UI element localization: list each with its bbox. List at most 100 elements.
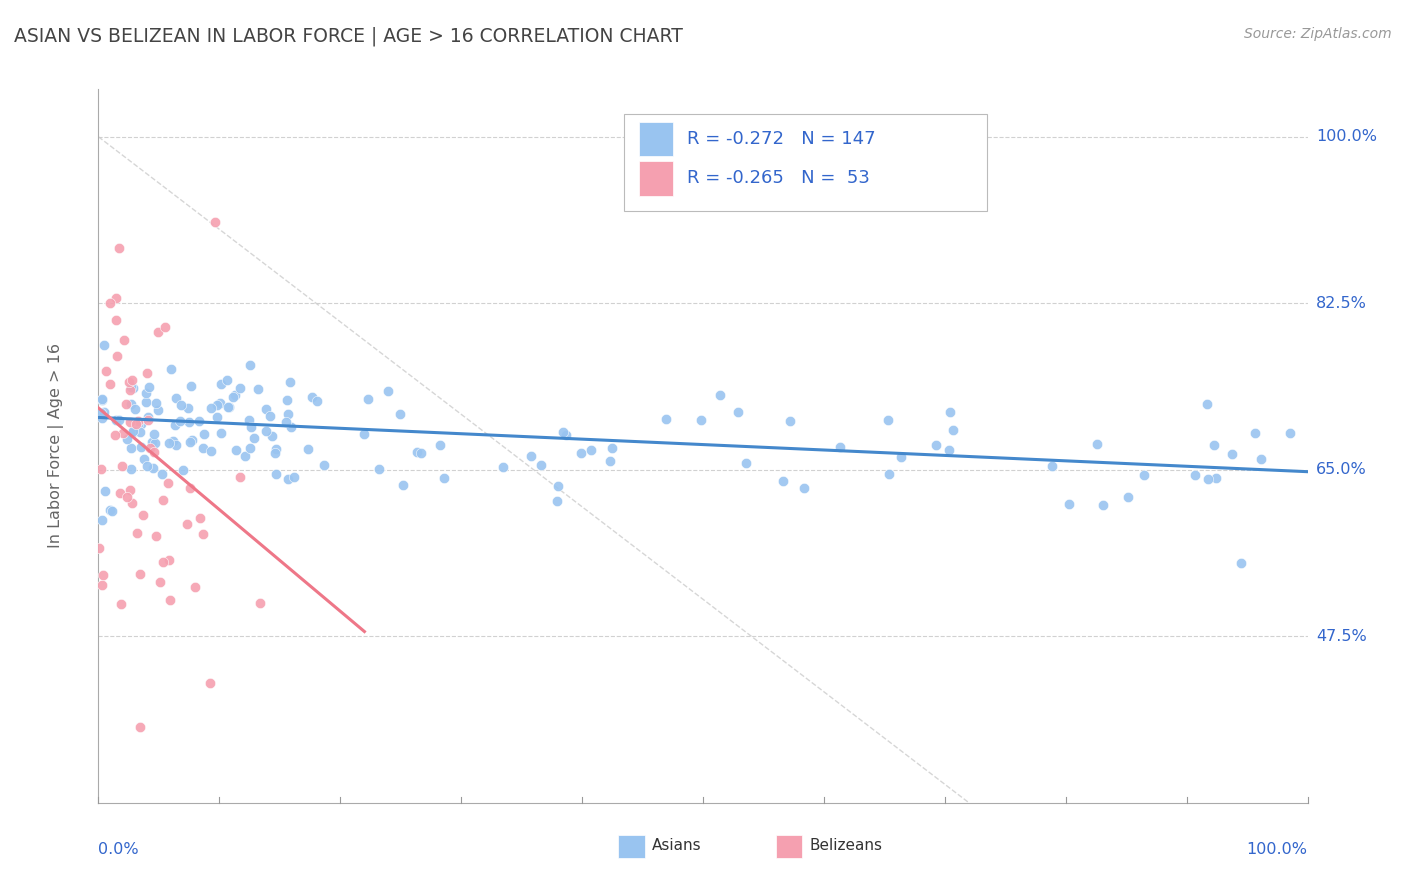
Point <box>277 472 299 486</box>
Point <box>264 442 287 457</box>
Point <box>193 427 215 442</box>
Text: 65.0%: 65.0% <box>1316 462 1367 477</box>
Point <box>132 508 155 522</box>
Point <box>115 490 138 504</box>
Point <box>121 495 143 509</box>
Point <box>239 358 262 372</box>
Text: In Labor Force | Age > 16: In Labor Force | Age > 16 <box>48 343 65 549</box>
Point <box>157 552 180 566</box>
Point <box>129 417 152 431</box>
Point <box>105 349 128 363</box>
Point <box>93 405 115 419</box>
Point <box>491 460 513 475</box>
Point <box>148 403 170 417</box>
Point <box>91 392 114 407</box>
Point <box>142 460 165 475</box>
Point <box>129 425 152 439</box>
Point <box>183 580 205 594</box>
Point <box>105 291 128 305</box>
Point <box>224 388 246 402</box>
Point <box>159 593 181 607</box>
Point <box>193 442 215 456</box>
Point <box>1250 452 1272 467</box>
Point <box>91 392 114 406</box>
Point <box>429 438 451 452</box>
Point <box>793 481 815 495</box>
Point <box>149 575 172 590</box>
Point <box>120 415 142 429</box>
Point <box>108 486 131 500</box>
Point <box>239 442 262 456</box>
Point <box>828 441 851 455</box>
Text: Belizeans: Belizeans <box>810 838 883 853</box>
Point <box>546 493 568 508</box>
Point <box>135 386 157 401</box>
Point <box>98 377 121 392</box>
Point <box>890 450 912 464</box>
Point <box>176 517 198 532</box>
Point <box>108 242 131 256</box>
Text: Source: ZipAtlas.com: Source: ZipAtlas.com <box>1244 27 1392 41</box>
Point <box>127 414 149 428</box>
Point <box>877 413 900 427</box>
Point <box>129 440 152 454</box>
Point <box>1040 458 1063 473</box>
Point <box>312 458 335 472</box>
Point <box>520 449 543 463</box>
Point <box>249 596 271 610</box>
Point <box>547 478 569 492</box>
Point <box>148 325 170 339</box>
Point <box>145 528 167 542</box>
Point <box>200 401 222 415</box>
Point <box>101 504 124 518</box>
Point <box>145 395 167 409</box>
Point <box>191 527 214 541</box>
Point <box>278 375 301 389</box>
Point <box>553 425 575 439</box>
Point <box>555 428 578 442</box>
Point <box>136 458 159 473</box>
FancyBboxPatch shape <box>776 835 803 858</box>
Point <box>207 398 229 412</box>
Point <box>277 407 299 421</box>
Point <box>180 378 202 392</box>
Point <box>301 390 323 404</box>
Point <box>238 413 260 427</box>
Point <box>91 411 114 425</box>
Point <box>877 467 900 482</box>
Point <box>124 401 146 416</box>
Point <box>247 382 270 396</box>
Point <box>690 413 713 427</box>
Point <box>727 405 749 419</box>
Point <box>283 470 305 484</box>
Point <box>297 442 319 456</box>
Point <box>93 338 115 352</box>
FancyBboxPatch shape <box>638 122 673 156</box>
Point <box>256 424 278 438</box>
Point <box>1085 437 1108 451</box>
Point <box>1116 490 1139 504</box>
Point <box>179 435 201 450</box>
Text: 0.0%: 0.0% <box>98 842 139 856</box>
Point <box>87 541 110 556</box>
Point <box>772 474 794 488</box>
Point <box>129 720 152 734</box>
Point <box>115 432 138 446</box>
Point <box>98 296 121 310</box>
Point <box>105 313 128 327</box>
Point <box>709 387 731 401</box>
FancyBboxPatch shape <box>624 114 987 211</box>
Point <box>209 376 232 391</box>
Point <box>179 415 201 429</box>
Point <box>143 445 166 459</box>
Point <box>170 398 193 412</box>
Point <box>118 375 141 389</box>
Point <box>165 417 187 432</box>
Point <box>141 434 163 449</box>
Point <box>260 428 283 442</box>
Point <box>112 333 135 347</box>
Point <box>110 597 132 611</box>
Point <box>1205 471 1227 485</box>
Point <box>357 392 380 407</box>
Point <box>1057 497 1080 511</box>
